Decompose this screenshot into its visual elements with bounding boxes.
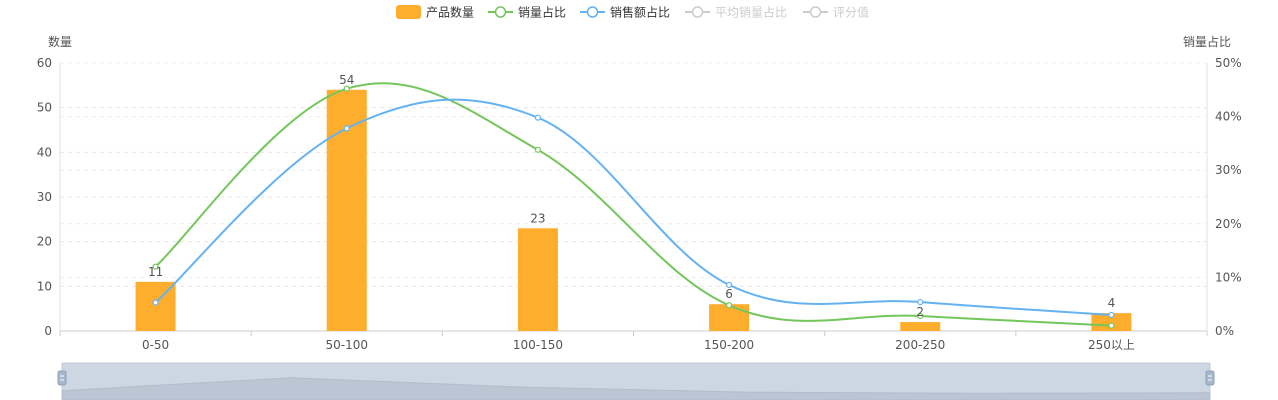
legend-label: 销售额占比 xyxy=(610,5,670,20)
x-tick-label: 0-50 xyxy=(142,338,169,352)
legend: 产品数量 销量占比 销售额占比 平均销量占比 评分值 xyxy=(396,5,869,20)
zoom-handle-left[interactable] xyxy=(57,370,67,386)
legend-item-销售额占比[interactable]: 销售额占比 xyxy=(580,5,670,20)
legend-label: 评分值 xyxy=(833,5,869,20)
y-right-tick-label: 30% xyxy=(1215,163,1242,177)
legend-label: 销量占比 xyxy=(518,5,566,20)
bar-value-label: 2 xyxy=(916,305,924,319)
y-left-tick-label: 20 xyxy=(37,235,52,249)
line-point-销量占比-150-200 xyxy=(725,302,733,309)
zoom-handle-right[interactable] xyxy=(1205,370,1215,386)
legend-swatch-marker xyxy=(586,6,599,18)
legend-label: 平均销量占比 xyxy=(715,5,787,20)
y-left-tick-label: 10 xyxy=(37,279,52,293)
zoom-window[interactable] xyxy=(62,363,1210,400)
zoom-handle-grip[interactable] xyxy=(1205,370,1215,386)
bar-value-label: 11 xyxy=(148,265,163,279)
y-axis-left-title: 数量 xyxy=(48,34,72,49)
legend-swatch-marker xyxy=(691,6,704,18)
bar-value-label: 4 xyxy=(1108,296,1116,310)
bar-250以上 xyxy=(1091,313,1132,331)
y-left-tick-label: 0 xyxy=(44,324,52,338)
data-labels: 11 54 23 6 2 4 xyxy=(148,73,1115,319)
line-point-销售额占比-250以上 xyxy=(1108,311,1115,319)
y-left-tick-label: 60 xyxy=(37,56,52,70)
bar-value-label: 23 xyxy=(530,211,545,225)
line-point-销售额占比-200-250 xyxy=(917,298,924,306)
legend-swatch-bar xyxy=(396,5,421,19)
y-left-tick-label: 40 xyxy=(37,145,52,159)
y-axis-right-title: 销量占比 xyxy=(1183,34,1231,49)
line-point-销售额占比-100-150 xyxy=(534,114,542,121)
x-tick-label: 50-100 xyxy=(325,338,368,352)
line-point-销量占比-200-250 xyxy=(917,312,924,320)
line-series xyxy=(152,82,1115,329)
x-tick-label: 150-200 xyxy=(704,338,754,352)
legend-item-评分值[interactable]: 评分值 xyxy=(803,5,869,20)
line-point-销售额占比-0-50 xyxy=(152,299,159,306)
y-left-tick-label: 30 xyxy=(37,190,52,204)
bar-200-250 xyxy=(900,322,941,331)
y-right-tick-label: 20% xyxy=(1215,217,1242,231)
x-tick-label: 200-250 xyxy=(895,338,945,352)
line-销售额占比 xyxy=(154,98,1112,316)
legend-item-产品数量[interactable]: 产品数量 xyxy=(396,5,474,20)
bar-series xyxy=(135,89,1132,331)
legend-swatch-marker xyxy=(809,6,822,18)
legend-item-销量占比[interactable]: 销量占比 xyxy=(488,5,566,20)
zoom-preview xyxy=(61,377,1211,400)
y-left-tick-label: 50 xyxy=(37,101,52,115)
zoom-handle-grip[interactable] xyxy=(57,370,67,386)
y-right-tick-label: 40% xyxy=(1215,110,1242,124)
line-point-销量占比-50-100 xyxy=(343,85,350,92)
x-tick-label: 100-150 xyxy=(513,338,563,352)
y-right-tick-label: 0% xyxy=(1215,324,1234,338)
line-销量占比 xyxy=(154,82,1112,327)
axes: 0 10 20 30 40 50 60 0% 10% 20% 30% 40% 50% 0-50 50-100… xyxy=(37,56,1242,352)
line-point-销售额占比-50-100 xyxy=(343,125,350,132)
line-point-销售额占比-150-200 xyxy=(725,281,733,289)
data-zoom-slider[interactable] xyxy=(57,362,1215,400)
y-right-tick-label: 50% xyxy=(1215,56,1242,70)
y-right-tick-label: 10% xyxy=(1215,270,1242,284)
line-point-销量占比-100-150 xyxy=(534,146,542,153)
bar-100-150 xyxy=(517,228,558,331)
bar-value-label: 54 xyxy=(339,73,354,87)
legend-label: 产品数量 xyxy=(426,5,474,20)
line-point-销量占比-0-50 xyxy=(152,263,159,270)
legend-swatch-marker xyxy=(494,6,507,18)
x-tick-label: 250以上 xyxy=(1088,338,1135,352)
legend-item-平均销量占比[interactable]: 平均销量占比 xyxy=(685,5,787,20)
bar-value-label: 6 xyxy=(725,287,733,301)
bar-150-200 xyxy=(709,304,750,331)
grid-lines xyxy=(60,62,1207,287)
line-point-销量占比-250以上 xyxy=(1108,322,1115,329)
